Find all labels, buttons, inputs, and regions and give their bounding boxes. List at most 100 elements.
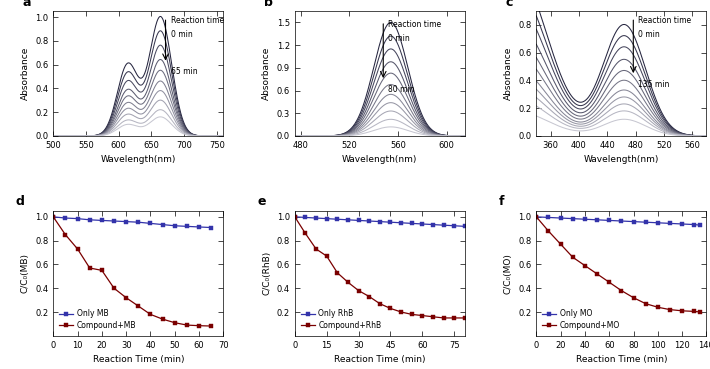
Compound+MB <box>73 247 82 251</box>
Compound+MO <box>593 272 601 276</box>
Compound+RhB <box>333 270 342 275</box>
Compound+MO <box>532 215 540 219</box>
Only RhB <box>312 216 320 220</box>
Line: Compound+MO: Compound+MO <box>534 215 702 314</box>
Y-axis label: Absorbance: Absorbance <box>21 47 30 100</box>
Only RhB <box>322 216 331 221</box>
Only MO <box>678 222 687 226</box>
Only MB <box>49 215 58 219</box>
Only RhB <box>301 215 310 220</box>
Compound+MO <box>581 263 589 268</box>
Text: a: a <box>23 0 31 8</box>
Only RhB <box>365 219 373 223</box>
X-axis label: Wavelength(nm): Wavelength(nm) <box>584 155 659 164</box>
Only MO <box>557 216 565 220</box>
Compound+MB <box>134 304 143 308</box>
Only MO <box>545 215 553 220</box>
Compound+RhB <box>386 306 395 311</box>
Y-axis label: Absorbance: Absorbance <box>262 47 271 100</box>
Compound+MB <box>182 323 191 327</box>
Only MO <box>654 221 662 225</box>
Compound+MO <box>557 242 565 246</box>
X-axis label: Reaction Time (min): Reaction Time (min) <box>576 355 667 364</box>
Line: Only RhB: Only RhB <box>293 215 467 228</box>
Only RhB <box>450 224 459 228</box>
Line: Only MB: Only MB <box>51 215 213 230</box>
Only MO <box>569 216 577 221</box>
Only RhB <box>429 223 437 227</box>
Compound+RhB <box>354 289 363 293</box>
Text: Reaction time: Reaction time <box>170 16 224 25</box>
Only MB <box>170 224 179 228</box>
Compound+MB <box>146 312 155 317</box>
Line: Only MO: Only MO <box>534 215 702 227</box>
Legend: Only MB, Compound+MB: Only MB, Compound+MB <box>57 307 138 332</box>
Compound+MB <box>122 296 131 300</box>
Only MB <box>207 225 215 230</box>
Compound+MO <box>605 280 613 284</box>
Compound+MB <box>97 268 106 273</box>
Text: b: b <box>264 0 273 8</box>
Only MO <box>666 221 674 225</box>
Only MB <box>195 225 203 229</box>
X-axis label: Reaction Time (min): Reaction Time (min) <box>334 355 425 364</box>
X-axis label: Wavelength(nm): Wavelength(nm) <box>101 155 176 164</box>
Compound+RhB <box>290 215 299 219</box>
Only MO <box>696 223 704 227</box>
Only MO <box>641 220 650 224</box>
Compound+MO <box>678 308 687 313</box>
Only MB <box>158 223 167 227</box>
Compound+MB <box>170 321 179 325</box>
Compound+MO <box>641 301 650 306</box>
Compound+MO <box>629 296 638 300</box>
Compound+MB <box>158 317 167 321</box>
Compound+RhB <box>429 314 437 319</box>
X-axis label: Wavelength(nm): Wavelength(nm) <box>342 155 417 164</box>
Text: 65 min: 65 min <box>170 67 197 76</box>
Compound+RhB <box>376 301 384 306</box>
Only MB <box>110 219 119 223</box>
Only MB <box>146 221 155 225</box>
Compound+MB <box>85 266 94 270</box>
Only MB <box>85 218 94 222</box>
Only MO <box>593 218 601 222</box>
Only MB <box>73 216 82 221</box>
Compound+RhB <box>408 312 416 317</box>
Y-axis label: Absorbance: Absorbance <box>503 47 513 100</box>
Only MO <box>690 223 699 227</box>
Text: d: d <box>16 196 25 208</box>
Compound+RhB <box>322 254 331 258</box>
Compound+RhB <box>312 247 320 251</box>
Legend: Only MO, Compound+MO: Only MO, Compound+MO <box>540 307 623 332</box>
Text: Reaction time: Reaction time <box>638 16 692 25</box>
Text: 0 min: 0 min <box>170 30 192 39</box>
Text: 135 min: 135 min <box>638 80 670 89</box>
Only RhB <box>376 220 384 224</box>
Compound+MO <box>666 307 674 312</box>
Compound+RhB <box>301 231 310 236</box>
Compound+MB <box>110 286 119 290</box>
Compound+MO <box>617 289 626 293</box>
Y-axis label: C/C₀(RhB): C/C₀(RhB) <box>262 251 271 296</box>
Compound+MB <box>195 324 203 328</box>
Text: 0 min: 0 min <box>388 34 410 42</box>
Compound+MO <box>654 305 662 310</box>
Only MO <box>629 220 638 224</box>
Line: Compound+MB: Compound+MB <box>51 215 213 328</box>
X-axis label: Reaction Time (min): Reaction Time (min) <box>92 355 184 364</box>
Only RhB <box>290 215 299 219</box>
Compound+RhB <box>397 310 405 314</box>
Only RhB <box>386 220 395 224</box>
Only RhB <box>408 221 416 225</box>
Only RhB <box>344 218 352 222</box>
Only RhB <box>461 224 469 228</box>
Compound+MB <box>207 324 215 328</box>
Text: 80 min: 80 min <box>388 85 415 94</box>
Only MO <box>617 219 626 223</box>
Only RhB <box>354 218 363 223</box>
Compound+MB <box>49 215 58 219</box>
Compound+MB <box>61 232 70 237</box>
Only MO <box>532 215 540 219</box>
Compound+RhB <box>450 316 459 320</box>
Only MO <box>581 217 589 221</box>
